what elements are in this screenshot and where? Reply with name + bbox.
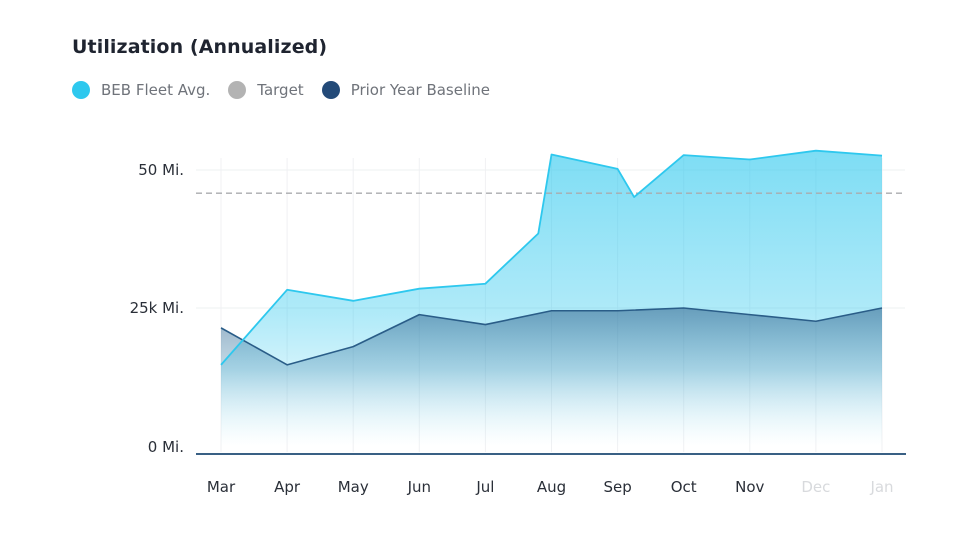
legend-dot-beb-fleet-avg xyxy=(72,81,90,99)
area-prior-year-baseline xyxy=(221,308,882,446)
series-areas xyxy=(221,150,882,446)
legend-label-prior-year-baseline: Prior Year Baseline xyxy=(350,81,491,99)
x-tick-label-jan: Jan xyxy=(869,478,893,496)
chart-title: Utilization (Annualized) xyxy=(72,36,328,58)
x-tick-label-oct: Oct xyxy=(671,478,697,496)
y-tick-label: 0 Mi. xyxy=(148,438,184,456)
y-tick-label: 50 Mi. xyxy=(138,161,184,179)
x-tick-label-jun: Jun xyxy=(407,478,431,496)
legend-dot-target xyxy=(228,81,247,99)
x-tick-label-aug: Aug xyxy=(537,478,566,496)
x-tick-label-sep: Sep xyxy=(603,478,631,496)
x-tick-label-jul: Jul xyxy=(475,478,494,496)
series-lines xyxy=(196,149,905,366)
line-prior-year-baseline xyxy=(220,307,883,366)
legend-item-target[interactable]: Target xyxy=(228,81,304,99)
line-beb-fleet-avg xyxy=(220,149,883,366)
legend-item-prior-year-baseline[interactable]: Prior Year Baseline xyxy=(321,81,491,99)
legend: BEB Fleet Avg. Target Prior Year Baselin… xyxy=(72,81,508,99)
axes: 0 Mi. 25k Mi. 50 Mi. Mar Apr May Jun Jul Aug Sep O… xyxy=(130,161,906,496)
x-tick-label-may: May xyxy=(338,478,369,496)
legend-label-target: Target xyxy=(257,81,304,99)
x-tick-label-mar: Mar xyxy=(207,478,236,496)
legend-dot-prior-year-baseline xyxy=(321,81,340,99)
x-tick-label-nov: Nov xyxy=(735,478,764,496)
legend-item-beb-fleet-avg[interactable]: BEB Fleet Avg. xyxy=(72,81,210,99)
y-tick-label: 25k Mi. xyxy=(130,299,184,317)
x-tick-label-dec: Dec xyxy=(801,478,830,496)
legend-label-beb-fleet-avg: BEB Fleet Avg. xyxy=(101,81,211,99)
x-tick-label-apr: Apr xyxy=(274,478,301,496)
